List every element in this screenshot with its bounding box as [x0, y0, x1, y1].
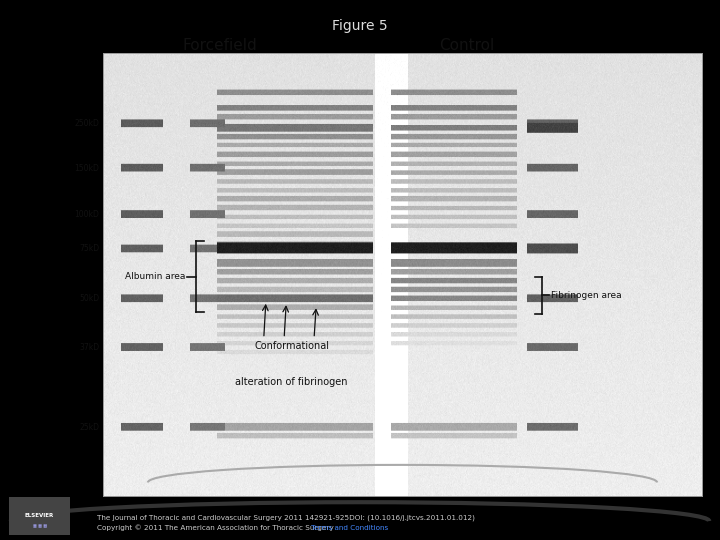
Text: Control: Control: [439, 38, 494, 53]
Text: Copyright © 2011 The American Association for Thoracic Surgery: Copyright © 2011 The American Associatio…: [97, 525, 336, 531]
Text: Conformational

alteration of fibrinogen: Conformational alteration of fibrinogen: [235, 341, 348, 387]
Text: 75kD: 75kD: [79, 244, 99, 253]
Text: ELSEVIER: ELSEVIER: [25, 513, 54, 518]
Bar: [9, 497, 70, 535]
Text: Terms and Conditions: Terms and Conditions: [311, 525, 388, 531]
Text: 25kD: 25kD: [79, 423, 99, 431]
Text: 50kD: 50kD: [79, 294, 99, 303]
Text: ▦ ▦ ▦: ▦ ▦ ▦: [32, 524, 47, 529]
Text: The Journal of Thoracic and Cardiovascular Surgery 2011 142921-925DOI: (10.1016/: The Journal of Thoracic and Cardiovascul…: [97, 514, 475, 521]
Text: 37kD: 37kD: [79, 343, 99, 352]
Text: 100kD: 100kD: [74, 210, 99, 219]
Text: Figure 5: Figure 5: [332, 19, 388, 33]
Text: Albumin area: Albumin area: [125, 272, 185, 281]
Text: 250kD: 250kD: [74, 119, 99, 129]
Text: 150kD: 150kD: [74, 164, 99, 173]
Text: Fibrinogen area: Fibrinogen area: [551, 291, 621, 300]
Text: Forcefield: Forcefield: [182, 38, 257, 53]
